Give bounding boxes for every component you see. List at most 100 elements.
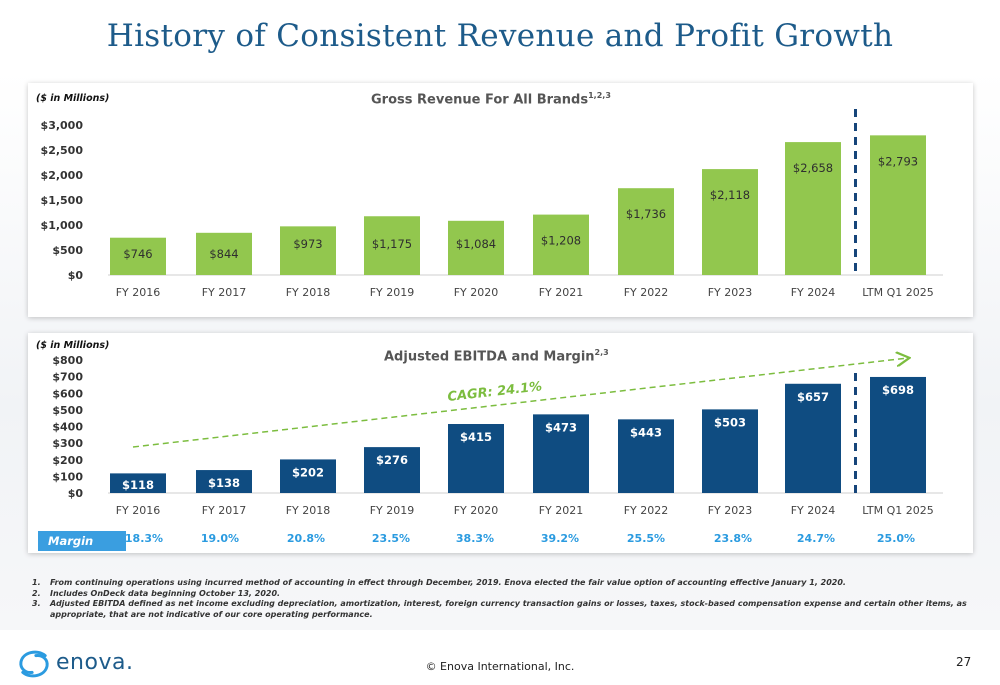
bar <box>364 447 420 493</box>
margin-value: 38.3% <box>455 532 495 545</box>
data-label: $1,175 <box>372 237 412 251</box>
x-tick-label: FY 2022 <box>624 504 669 517</box>
bar <box>702 409 758 493</box>
x-tick-label: FY 2023 <box>708 504 753 517</box>
bar <box>364 216 420 275</box>
y-tick-label: $3,000 <box>41 119 84 132</box>
revenue-title-footnote-ref: 1,2,3 <box>588 91 611 100</box>
y-tick-label: $1,000 <box>41 219 84 232</box>
data-label: $973 <box>293 237 322 251</box>
footnote-text: Includes OnDeck data beginning October 1… <box>50 588 281 598</box>
margin-value: 25.5% <box>626 532 666 545</box>
data-label: $2,658 <box>793 161 833 175</box>
footnote: 3. Adjusted EBITDA defined as net income … <box>32 599 972 620</box>
footnote-text: From continuing operations using incurre… <box>50 578 846 587</box>
x-tick-label: FY 2021 <box>539 286 584 299</box>
margin-value: 20.8% <box>286 532 326 545</box>
margin-value: 23.5% <box>371 532 411 545</box>
bar <box>280 459 336 493</box>
cagr-trend-arrow <box>132 358 908 448</box>
y-tick-label: $800 <box>52 354 83 367</box>
x-tick-label: FY 2017 <box>202 504 247 517</box>
margin-value: 18.3% <box>124 532 164 545</box>
y-tick-label: $2,500 <box>41 144 84 157</box>
ebitda-title-text: Adjusted EBITDA and Margin <box>384 349 595 365</box>
data-label: $1,208 <box>541 234 581 248</box>
bar <box>785 383 841 493</box>
x-tick-label: FY 2020 <box>454 286 499 299</box>
data-label: $443 <box>630 425 662 439</box>
x-tick-label: FY 2019 <box>370 504 415 517</box>
footnote-number: 2. <box>32 588 41 598</box>
bar <box>533 214 589 275</box>
data-label: $2,793 <box>878 154 918 168</box>
y-tick-label: $100 <box>52 470 83 483</box>
cagr-annotation: CAGR: 24.1% <box>447 379 543 405</box>
footnote: 1. From continuing operations using incur… <box>32 578 972 589</box>
ebitda-chart-title: Adjusted EBITDA and Margin2,3 <box>384 348 609 364</box>
y-tick-label: $300 <box>52 437 83 450</box>
y-tick-label: $200 <box>52 454 83 467</box>
bar <box>618 419 674 493</box>
x-tick-label: LTM Q1 2025 <box>862 504 933 517</box>
y-tick-label: $0 <box>68 487 84 500</box>
bar <box>110 473 166 493</box>
y-tick-label: $2,000 <box>41 169 84 182</box>
bar <box>870 135 926 275</box>
x-tick-label: FY 2020 <box>454 504 499 517</box>
data-label: $503 <box>714 415 746 429</box>
data-label: $202 <box>292 465 324 479</box>
x-tick-label: FY 2021 <box>539 504 584 517</box>
x-tick-label: FY 2018 <box>286 286 331 299</box>
x-tick-label: FY 2022 <box>624 286 669 299</box>
margin-value: 19.0% <box>200 532 240 545</box>
x-tick-label: FY 2016 <box>116 286 161 299</box>
y-tick-label: $500 <box>52 404 83 417</box>
data-label: $138 <box>208 476 240 490</box>
y-tick-label: $0 <box>68 269 84 282</box>
y-tick-label: $400 <box>52 421 83 434</box>
x-tick-label: FY 2016 <box>116 504 161 517</box>
margin-value: 25.0% <box>876 532 916 545</box>
x-tick-label: FY 2024 <box>791 504 836 517</box>
margin-row: Margin 18.3% 19.0% 20.8% 23.5% 38.3% 39.… <box>28 528 973 552</box>
x-tick-label: FY 2017 <box>202 286 247 299</box>
data-label: $746 <box>123 247 152 261</box>
bar <box>448 220 504 275</box>
x-tick-label: LTM Q1 2025 <box>862 286 933 299</box>
x-tick-label: FY 2019 <box>370 286 415 299</box>
margin-value: 24.7% <box>796 532 836 545</box>
data-label: $844 <box>209 247 238 261</box>
data-label: $473 <box>545 420 577 434</box>
bar <box>618 188 674 275</box>
margin-value: 23.8% <box>713 532 753 545</box>
bar <box>702 169 758 275</box>
bar <box>110 237 166 275</box>
revenue-chart-title: Gross Revenue For All Brands1,2,3 <box>371 91 611 107</box>
y-tick-label: $500 <box>52 244 83 257</box>
revenue-title-text: Gross Revenue For All Brands <box>371 92 589 108</box>
revenue-chart-panel: $0 $500 $1,000 $1,500 $2,000 $2,500 $3,000 $746… <box>28 83 973 317</box>
margin-label: Margin <box>38 531 126 551</box>
bar <box>280 226 336 275</box>
x-tick-label: FY 2018 <box>286 504 331 517</box>
bar <box>196 470 252 493</box>
footnote: 2. Includes OnDeck data beginning October… <box>32 589 972 600</box>
ebitda-title-footnote-ref: 2,3 <box>594 348 609 357</box>
footnote-number: 3. <box>32 599 41 608</box>
enova-logo-icon <box>19 650 49 678</box>
copyright: © Enova International, Inc. <box>425 660 575 673</box>
data-label: $1,736 <box>626 207 666 221</box>
revenue-unit-note: ($ in Millions) <box>36 93 110 104</box>
data-label: $118 <box>122 478 154 492</box>
footnotes: 1. From continuing operations using incur… <box>32 578 972 620</box>
data-label: $698 <box>882 383 914 397</box>
margin-value: 39.2% <box>540 532 580 545</box>
y-tick-label: $700 <box>52 371 83 384</box>
data-label: $415 <box>460 430 492 444</box>
data-label: $2,118 <box>710 188 750 202</box>
enova-logo-text: enova. <box>56 650 134 675</box>
data-label: $1,084 <box>456 237 496 251</box>
ebitda-chart-panel: $0 $100 $200 $300 $400 $500 $600 $700 $800 $118 FY… <box>28 333 973 553</box>
revenue-chart: $0 $500 $1,000 $1,500 $2,000 $2,500 $3,000 $746… <box>41 109 943 299</box>
